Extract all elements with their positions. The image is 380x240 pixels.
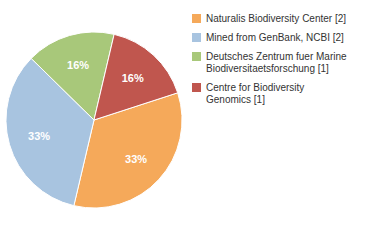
slice-label: 33% <box>28 130 50 142</box>
legend-swatch <box>192 14 201 23</box>
legend: Naturalis Biodiversity Center [2] Mined f… <box>192 13 347 105</box>
slice-label: 16% <box>122 72 144 84</box>
slices <box>6 32 182 208</box>
legend-swatch <box>192 83 201 92</box>
legend-label: Deutsches Zentrum fuer MarineBiodiversit… <box>206 51 347 74</box>
slice-labels: 33% 33% 16% 16% <box>28 59 147 165</box>
slice-label: 33% <box>125 153 147 165</box>
legend-label: Mined from GenBank, NCBI [2] <box>206 32 344 43</box>
legend-label: Naturalis Biodiversity Center [2] <box>206 13 346 24</box>
slice-label: 16% <box>67 59 89 71</box>
legend-swatch <box>192 52 201 61</box>
legend-swatch <box>192 33 201 42</box>
pie-slice <box>94 34 178 120</box>
legend-label: Centre for BiodiversityGenomics [1] <box>206 82 304 105</box>
chart: 33% 33% 16% 16% Naturalis Biodiversity Cente… <box>0 0 380 240</box>
